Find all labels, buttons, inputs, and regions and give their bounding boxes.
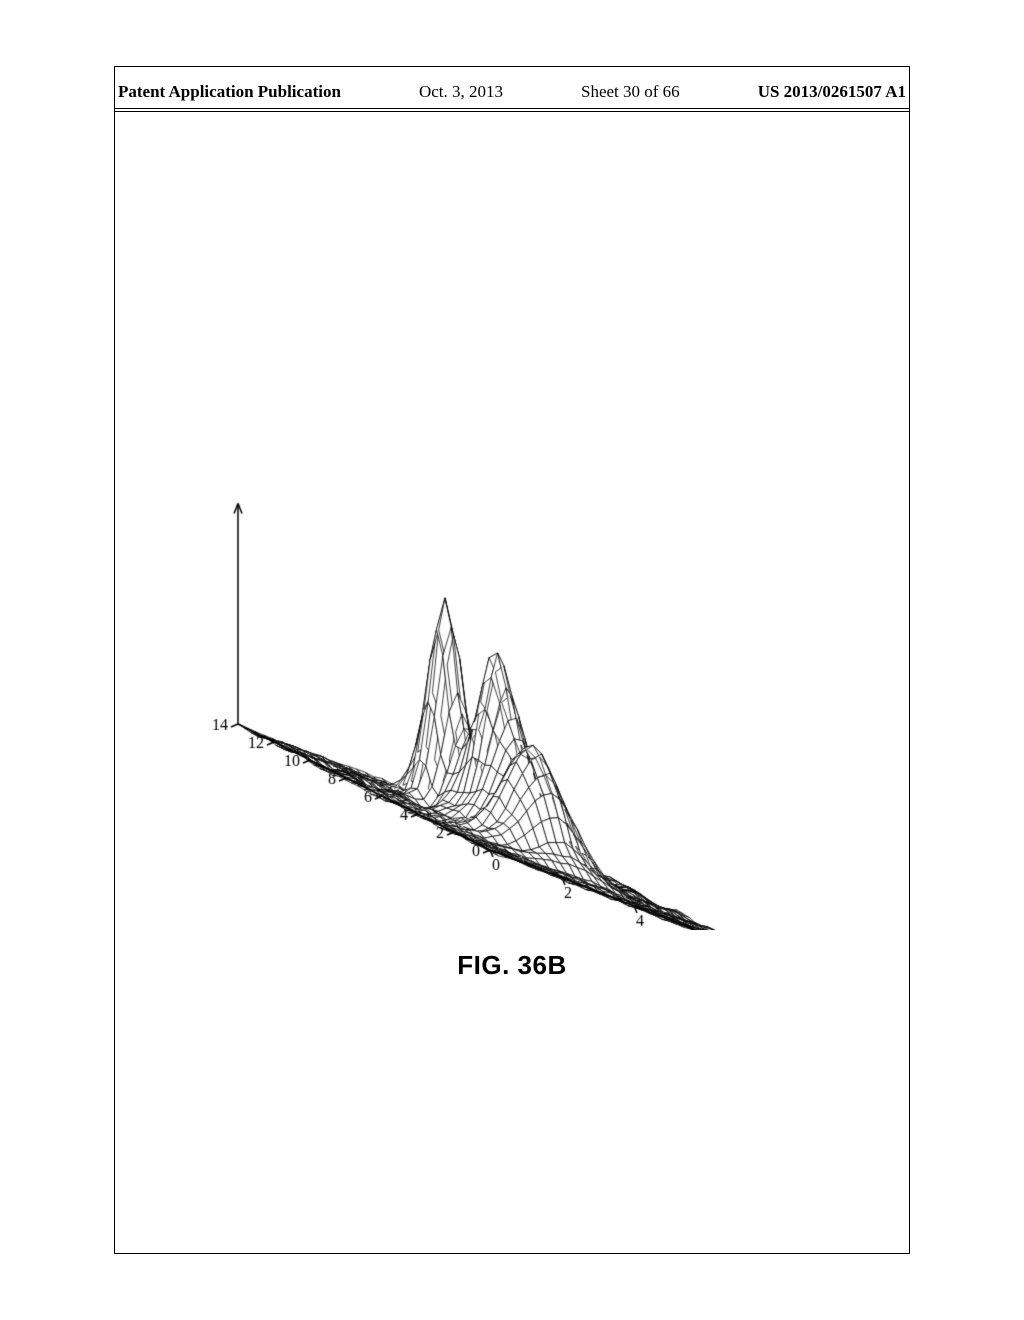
publication-number: US 2013/0261507 A1 [758, 82, 906, 102]
surface-plot-canvas [170, 410, 870, 930]
figure-36b [170, 410, 870, 930]
figure-caption: FIG. 36B [0, 950, 1024, 981]
header-rule [114, 108, 910, 112]
sheet-label: Sheet 30 of 66 [581, 82, 680, 102]
publication-label: Patent Application Publication [118, 82, 341, 102]
page-header: Patent Application Publication Oct. 3, 2… [114, 82, 910, 102]
publication-date: Oct. 3, 2013 [419, 82, 503, 102]
